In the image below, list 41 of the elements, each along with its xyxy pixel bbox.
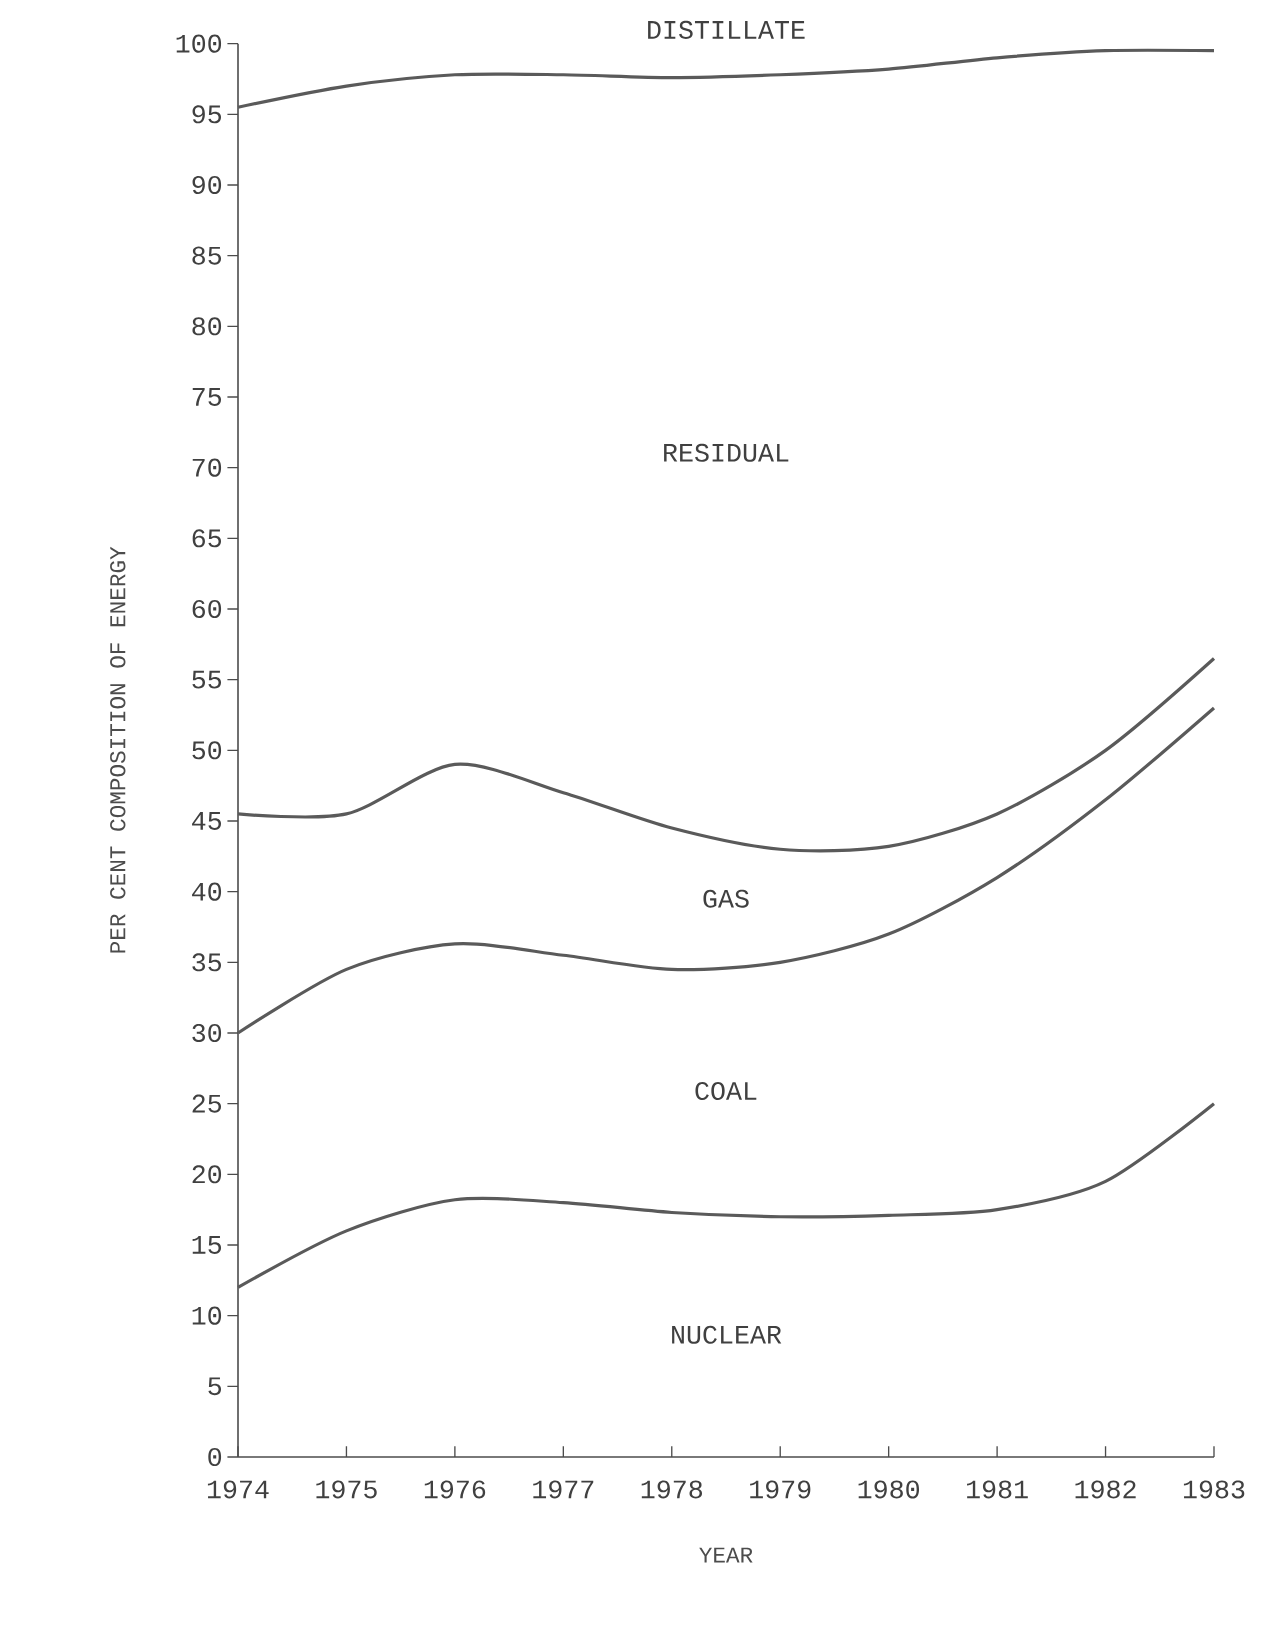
y-tick-label: 15 xyxy=(192,1236,222,1254)
y-tick-label: 55 xyxy=(192,670,222,689)
y-tick-label: 35 xyxy=(192,953,222,972)
y-tick-label: 50 xyxy=(192,741,222,760)
line-series xyxy=(236,706,1216,1035)
y-tick-label: 10 xyxy=(192,1306,222,1325)
y-tick-label: 95 xyxy=(192,105,222,124)
text: DISTILLATE xyxy=(648,20,805,39)
x-tick-label: 1982 xyxy=(1075,1480,1136,1499)
y-tick-label: 80 xyxy=(192,317,222,336)
y-tick-label: 65 xyxy=(192,529,222,548)
y-tick-label: 75 xyxy=(192,388,222,406)
x-tick-label: 1979 xyxy=(750,1480,811,1499)
y-axis-title: PER CENT COMPOSITION OF ENERGY xyxy=(110,546,126,953)
x-tick-label: 1978 xyxy=(641,1480,703,1499)
x-tick-label: 1976 xyxy=(424,1480,486,1499)
x-tick-label: 1974 xyxy=(207,1480,269,1499)
y-tick-label: 85 xyxy=(192,246,222,265)
line-series xyxy=(236,1102,1216,1289)
y-tick-label: 40 xyxy=(192,882,222,901)
x-tick-label: 1977 xyxy=(533,1480,594,1499)
y-tick-label: 100 xyxy=(176,34,222,53)
y-tick-label: 90 xyxy=(192,175,222,195)
y-tick-label: 5 xyxy=(208,1377,222,1396)
y-tick-label: 70 xyxy=(192,458,222,477)
x-tick-label: 1980 xyxy=(858,1480,920,1499)
x-axis-title: YEAR xyxy=(699,1547,753,1563)
annotation: NUCLEAR xyxy=(672,1325,782,1344)
annotation: COAL xyxy=(695,1081,757,1100)
y-tick-label: 20 xyxy=(192,1165,222,1184)
x-tick-label: 1981 xyxy=(967,1480,1028,1499)
line-series xyxy=(236,48,1216,109)
y-tick-label: 0 xyxy=(208,1447,222,1467)
y-tick-label: 30 xyxy=(192,1023,222,1043)
x-tick-label: 1983 xyxy=(1183,1480,1245,1499)
annotation: RESIDUAL xyxy=(664,443,789,462)
y-tick-label: 45 xyxy=(192,812,222,830)
y-tick-label: 25 xyxy=(192,1094,222,1113)
x-tick-label: 1975 xyxy=(316,1480,377,1499)
y-tick-label: 60 xyxy=(192,599,222,619)
annotation: GAS xyxy=(703,889,749,908)
